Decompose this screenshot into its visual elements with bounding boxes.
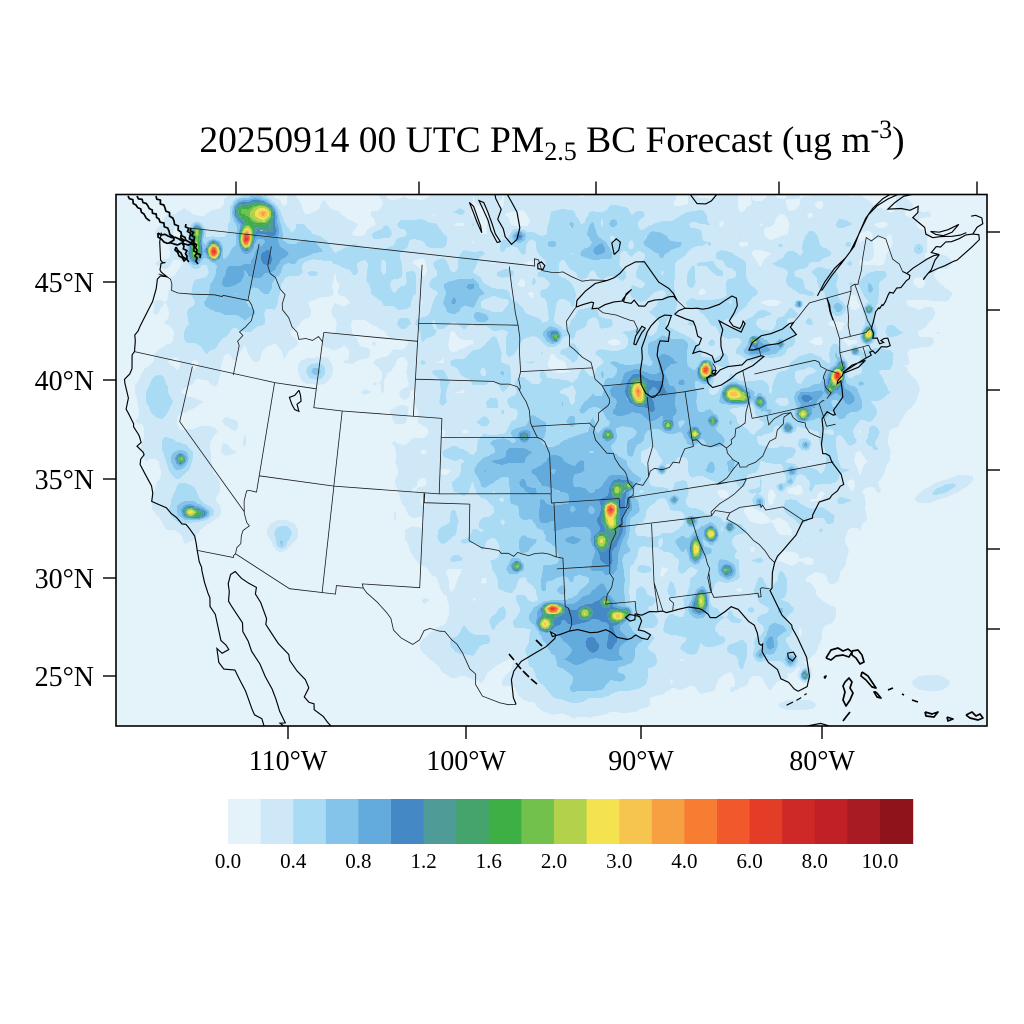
svg-text:30°N: 30°N [35, 564, 94, 595]
svg-text:0.4: 0.4 [280, 849, 307, 873]
svg-text:0.0: 0.0 [215, 849, 241, 873]
svg-text:45°N: 45°N [35, 268, 94, 299]
svg-text:10.0: 10.0 [862, 849, 899, 873]
svg-text:4.0: 4.0 [671, 849, 697, 873]
svg-text:25°N: 25°N [35, 662, 94, 693]
svg-text:40°N: 40°N [35, 366, 94, 397]
svg-text:1.2: 1.2 [410, 849, 436, 873]
svg-text:1.6: 1.6 [476, 849, 502, 873]
svg-text:8.0: 8.0 [802, 849, 828, 873]
svg-text:35°N: 35°N [35, 465, 94, 496]
svg-text:2.0: 2.0 [541, 849, 567, 873]
svg-text:6.0: 6.0 [736, 849, 762, 873]
svg-text:80°W: 80°W [789, 746, 855, 777]
svg-text:100°W: 100°W [426, 746, 506, 777]
svg-text:0.8: 0.8 [345, 849, 371, 873]
svg-text:110°W: 110°W [249, 746, 328, 777]
svg-text:90°W: 90°W [608, 746, 674, 777]
svg-text:3.0: 3.0 [606, 849, 632, 873]
